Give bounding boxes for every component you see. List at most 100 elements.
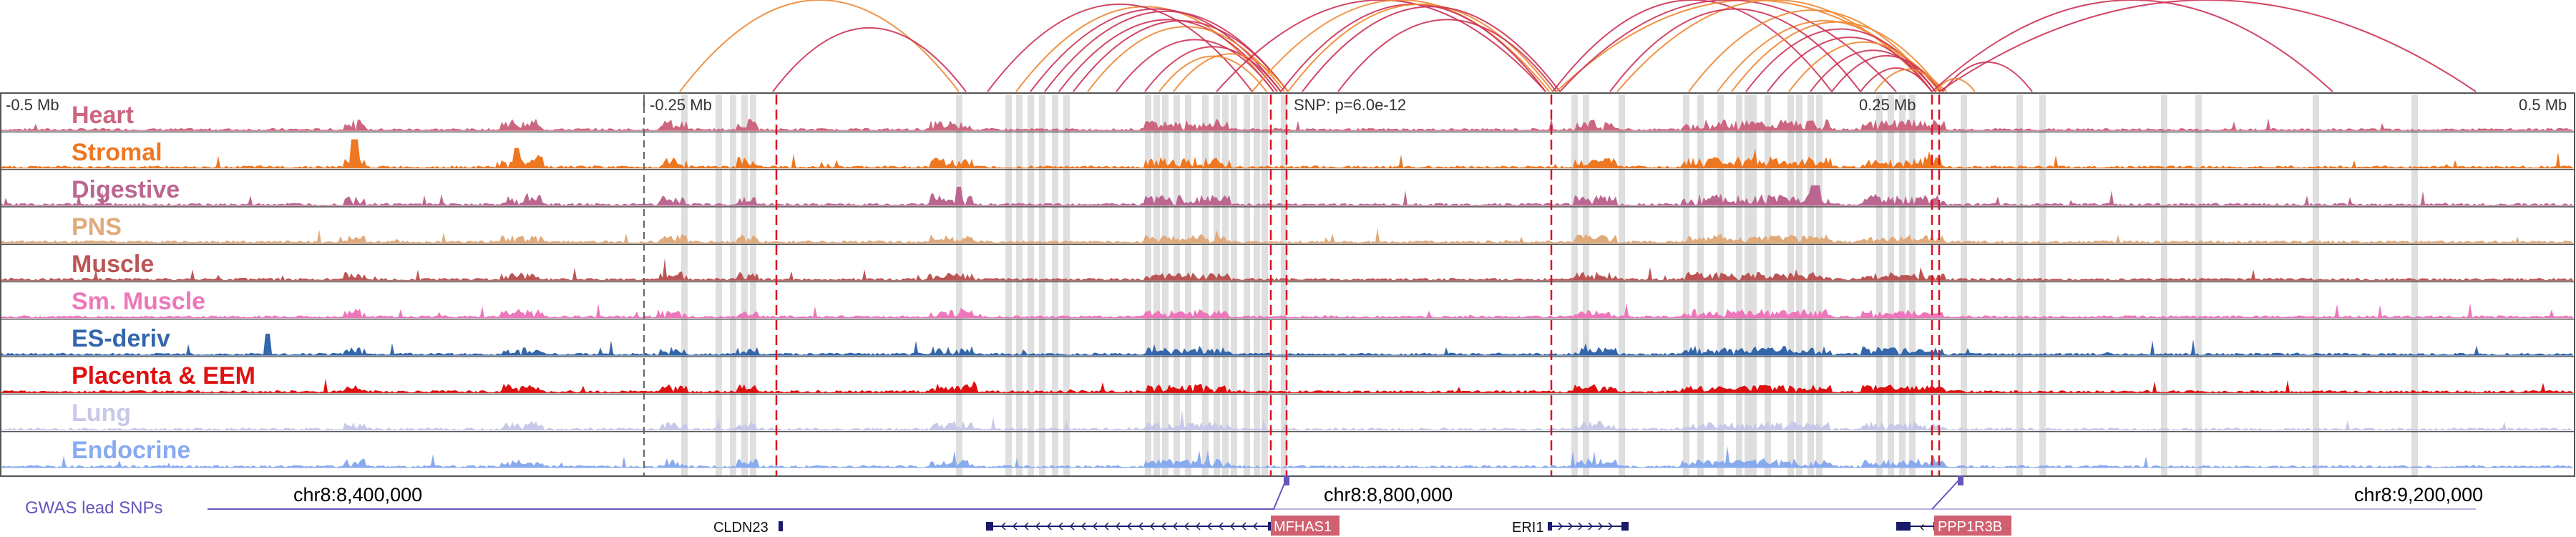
highlight-band — [1063, 95, 1070, 475]
loop-arc — [1609, 8, 1861, 92]
track-endocrine — [1, 430, 2575, 468]
track-placenta-eem — [1, 356, 2575, 393]
gwas-connector-2 — [1931, 478, 1961, 510]
signal-tracks — [1, 117, 2575, 468]
strand-arrow — [1103, 522, 1109, 531]
track-label-muscle: Muscle — [72, 251, 154, 278]
strand-arrow — [1588, 522, 1594, 531]
track-label-endocrine: Endocrine — [72, 437, 190, 464]
loop-arc — [1280, 3, 1546, 92]
gene-ppp1r3b-arrow: ‹ — [1920, 519, 1925, 535]
ruler-label-minus-quarter-mb: -0.25 Mb — [650, 96, 712, 114]
ruler-label-minus-half-mb: -0.5 Mb — [6, 96, 59, 114]
highlight-band — [1787, 95, 1794, 475]
highlight-band — [1717, 95, 1724, 475]
ruler-label-plus-half-mb: 0.5 Mb — [2519, 96, 2567, 114]
highlight-band — [1185, 95, 1191, 475]
peak-highlight-bands — [681, 95, 2418, 475]
loop-arc — [1767, 37, 1933, 92]
track-sm-muscle — [1, 281, 2575, 319]
loop-arc — [679, 0, 960, 92]
highlight-band — [2039, 95, 2046, 475]
strand-arrow — [1000, 522, 1006, 531]
highlight-band — [1899, 95, 1906, 475]
coordinate-label-8800000: chr8:8,800,000 — [1324, 484, 1453, 505]
signal-area — [1, 228, 2573, 243]
signal-area — [1, 334, 2573, 356]
gene-eri1-exon — [1548, 522, 1552, 531]
highlight-band — [1016, 95, 1023, 475]
highlight-band — [1765, 95, 1771, 475]
highlight-band — [1876, 95, 1883, 475]
strand-arrow — [1184, 522, 1189, 531]
strand-arrow — [1206, 522, 1212, 531]
track-label-stromal: Stromal — [72, 139, 162, 166]
strand-arrow — [1023, 522, 1029, 531]
strand-arrow — [1069, 522, 1075, 531]
snp-dashed-lines — [643, 95, 1941, 475]
highlight-band — [1796, 95, 1802, 475]
strand-arrow — [1195, 522, 1201, 531]
highlight-band — [730, 95, 736, 475]
gene-label-cldn23[interactable]: CLDN23 — [713, 520, 769, 536]
track-label-lung: Lung — [72, 400, 131, 427]
track-stromal — [1, 131, 2575, 169]
loop-arc — [1073, 20, 1289, 92]
track-label-es-deriv: ES-deriv — [72, 325, 170, 352]
strand-arrow — [1241, 522, 1246, 531]
snp-pvalue-label: SNP: p=6.0e-12 — [1294, 96, 1406, 114]
loop-arc — [1559, 0, 1897, 92]
chromatin-loops — [679, 0, 2477, 92]
loop-arc — [1173, 53, 1289, 92]
track-label-heart: Heart — [72, 102, 134, 129]
highlight-band — [1583, 95, 1589, 475]
strand-arrow — [1218, 522, 1224, 531]
strand-arrow — [1058, 522, 1063, 531]
highlight-band — [1028, 95, 1034, 475]
highlight-band — [1145, 95, 1151, 475]
track-label-digestive: Digestive — [72, 176, 180, 203]
highlight-band — [1005, 95, 1012, 475]
highlight-band — [1153, 95, 1160, 475]
gwas-snp-marker-1[interactable] — [1284, 475, 1289, 485]
track-es-deriv — [1, 319, 2575, 356]
loop-arc — [1931, 0, 2333, 92]
gwas-snp-marker-2[interactable] — [1958, 475, 1963, 485]
strand-arrow — [1126, 522, 1132, 531]
signal-area — [1, 185, 2573, 205]
loop-arc — [1116, 39, 1274, 92]
highlight-band — [1888, 95, 1894, 475]
track-label-pns: PNS — [72, 213, 122, 241]
signal-area — [1, 378, 2573, 393]
strand-arrow — [1092, 522, 1098, 531]
highlight-band — [956, 95, 962, 475]
highlight-band — [1281, 95, 1287, 475]
signal-area — [1, 117, 2573, 131]
gene-label-eri1[interactable]: ERI1 — [1512, 520, 1543, 536]
loop-arc — [1552, 0, 1833, 92]
gene-label-ppp1r3b[interactable]: PPP1R3B — [1938, 519, 2002, 535]
track-pns — [1, 206, 2575, 243]
gene-label-mfhas1[interactable]: MFHAS1 — [1274, 519, 1332, 535]
gene-mfhas1-highlight — [1271, 516, 1340, 536]
strand-arrow — [1578, 522, 1584, 531]
loop-arc — [1938, 0, 2477, 92]
highlight-band — [716, 95, 722, 475]
loop-arc — [1942, 61, 2033, 92]
loop-arc — [1874, 68, 1943, 92]
track-label-placenta-eem: Placenta & EEM — [72, 362, 255, 390]
highlight-band — [2016, 95, 2023, 475]
loop-arc — [1087, 26, 1285, 92]
highlight-band — [1571, 95, 1578, 475]
track-lung — [1, 393, 2575, 431]
highlight-band — [1961, 95, 1967, 475]
highlight-band — [2411, 95, 2418, 475]
loop-arc — [1252, 0, 1550, 92]
highlight-band — [1222, 95, 1229, 475]
highlight-band — [1697, 95, 1704, 475]
highlight-band — [1736, 95, 1742, 475]
strand-arrow — [1172, 522, 1178, 531]
track-muscle — [1, 243, 2575, 281]
gene-mfhas1-strand-arrows — [1000, 522, 1258, 531]
